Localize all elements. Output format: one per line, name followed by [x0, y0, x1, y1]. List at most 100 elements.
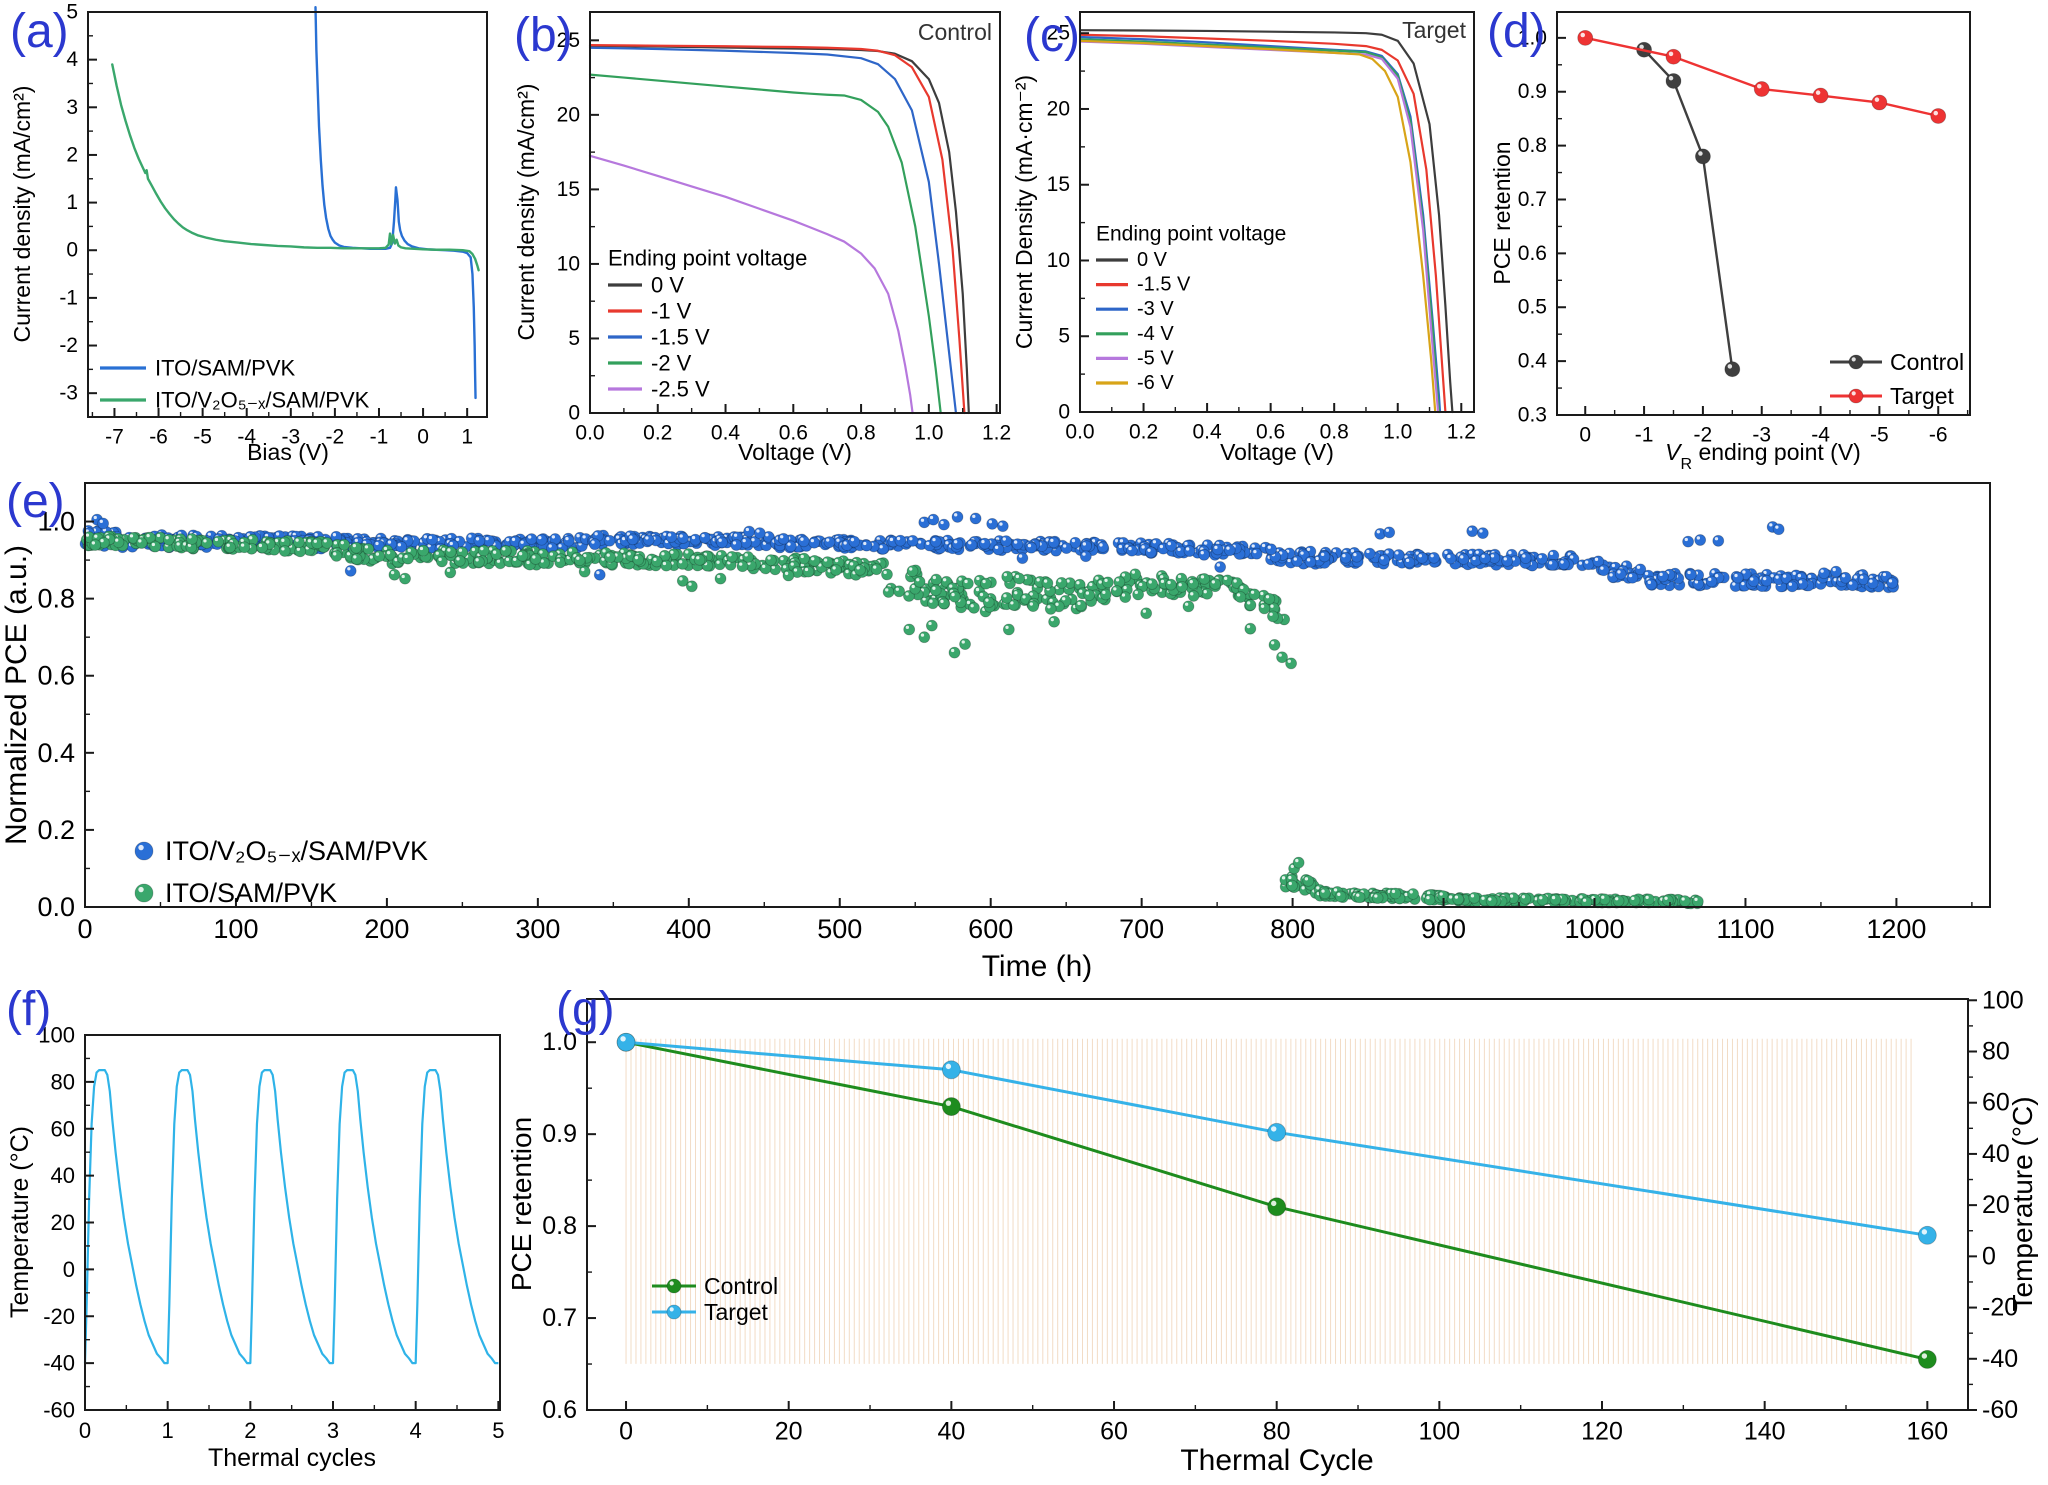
svg-text:Voltage (V): Voltage (V) — [738, 439, 852, 465]
svg-text:Target: Target — [704, 1299, 769, 1325]
panel-b-series — [588, 43, 970, 415]
svg-text:300: 300 — [515, 914, 560, 944]
svg-text:25: 25 — [557, 29, 580, 52]
svg-text:0.2: 0.2 — [37, 815, 75, 845]
svg-text:160: 160 — [1906, 1418, 1948, 1446]
series-ito-sam-pvk — [80, 530, 1704, 910]
svg-text:15: 15 — [1047, 173, 1070, 196]
series-temperature-cycle — [83, 1069, 499, 1365]
svg-text:VR ending point (V): VR ending point (V) — [1665, 439, 1861, 473]
svg-text:20: 20 — [51, 1210, 75, 1235]
series--1-5-v — [588, 46, 958, 415]
svg-text:1.0: 1.0 — [914, 421, 943, 444]
svg-text:60: 60 — [1982, 1089, 2010, 1117]
svg-text:-2: -2 — [326, 425, 345, 448]
svg-text:40: 40 — [51, 1163, 75, 1188]
svg-text:0.6: 0.6 — [37, 661, 75, 691]
svg-text:0.4: 0.4 — [37, 738, 75, 768]
svg-text:-7: -7 — [105, 425, 124, 448]
svg-text:800: 800 — [1270, 914, 1315, 944]
panel-label-a: (a) — [10, 5, 69, 58]
svg-text:-1: -1 — [59, 286, 78, 309]
svg-text:-20: -20 — [1982, 1294, 2018, 1322]
svg-text:10: 10 — [1047, 249, 1070, 272]
svg-text:60: 60 — [51, 1116, 75, 1141]
svg-text:-2 V: -2 V — [651, 351, 692, 376]
svg-text:5: 5 — [1058, 325, 1070, 348]
svg-text:1: 1 — [461, 425, 473, 448]
series--1-5-v — [1078, 33, 1447, 414]
svg-text:Normalized PCE (a.u.): Normalized PCE (a.u.) — [0, 545, 33, 845]
svg-text:-5 V: -5 V — [1137, 347, 1174, 369]
svg-text:ITO/SAM/PVK: ITO/SAM/PVK — [165, 878, 337, 908]
svg-text:400: 400 — [666, 914, 711, 944]
panel-e-series — [79, 511, 1900, 910]
svg-text:0.9: 0.9 — [1518, 80, 1547, 103]
svg-text:25: 25 — [1047, 22, 1070, 45]
svg-text:-1: -1 — [1635, 423, 1654, 446]
svg-text:-6: -6 — [1929, 423, 1948, 446]
svg-text:900: 900 — [1421, 914, 1466, 944]
svg-text:0.4: 0.4 — [1192, 420, 1222, 443]
svg-text:2: 2 — [244, 1418, 256, 1443]
svg-text:-4 V: -4 V — [1137, 323, 1174, 345]
svg-text:0.6: 0.6 — [1256, 420, 1285, 443]
svg-text:Thermal Cycle: Thermal Cycle — [1180, 1444, 1373, 1477]
svg-text:Current Density (mA·cm⁻²): Current Density (mA·cm⁻²) — [1011, 75, 1037, 349]
svg-text:100: 100 — [213, 914, 258, 944]
panel-label-b: (b) — [514, 9, 573, 62]
svg-text:-40: -40 — [43, 1351, 75, 1376]
svg-text:-1.5 V: -1.5 V — [1137, 274, 1191, 296]
svg-text:0: 0 — [66, 239, 78, 262]
svg-text:1.0: 1.0 — [37, 507, 75, 537]
svg-text:0 V: 0 V — [1137, 249, 1168, 271]
svg-text:-4: -4 — [1811, 423, 1830, 446]
svg-text:10: 10 — [557, 252, 580, 275]
panel-f-series — [83, 1069, 499, 1365]
svg-text:1.2: 1.2 — [982, 421, 1011, 444]
svg-text:100: 100 — [38, 1023, 75, 1048]
svg-text:Control: Control — [704, 1273, 778, 1299]
svg-text:-2: -2 — [1694, 423, 1713, 446]
svg-text:0.0: 0.0 — [575, 421, 604, 444]
svg-text:0.2: 0.2 — [643, 421, 672, 444]
svg-text:Control: Control — [1890, 349, 1964, 375]
svg-text:1: 1 — [162, 1418, 174, 1443]
svg-text:-3: -3 — [281, 425, 300, 448]
series--2-v — [588, 73, 942, 415]
svg-text:120: 120 — [1581, 1418, 1623, 1446]
svg-text:-3: -3 — [59, 382, 78, 405]
svg-text:0.4: 0.4 — [1518, 350, 1548, 373]
svg-text:ITO/SAM/PVK: ITO/SAM/PVK — [155, 356, 296, 381]
panel-c-legend: Ending point voltage 0 V -1.5 V-3 V -4 V-5 … — [1096, 223, 1286, 394]
panel-label-d: (d) — [1487, 5, 1546, 58]
svg-text:80: 80 — [51, 1069, 75, 1094]
svg-text:-1 V: -1 V — [651, 299, 692, 324]
svg-text:0.8: 0.8 — [1320, 420, 1349, 443]
panel-f: 0 1 2 3 4 5 Thermal cycles -60 -40 -20 0 20 40 60 80 10… — [6, 1023, 504, 1473]
svg-text:3: 3 — [327, 1418, 339, 1443]
series-ito-sam-pvk — [314, 6, 477, 400]
svg-text:4: 4 — [66, 48, 78, 71]
svg-text:0.6: 0.6 — [1518, 242, 1547, 265]
svg-text:-2: -2 — [59, 334, 78, 357]
panel-b: 0.0 0.2 0.4 0.6 0.8 1.0 1.2 Voltage (V) 0 5 10 15 20… — [513, 11, 1011, 465]
svg-text:100: 100 — [1982, 986, 2024, 1014]
series-thermal-cycling-background — [625, 1038, 1912, 1364]
svg-text:0: 0 — [568, 402, 580, 425]
svg-text:700: 700 — [1119, 914, 1164, 944]
panel-label-f: (f) — [6, 983, 52, 1036]
series-0-v — [588, 44, 970, 415]
svg-text:-4: -4 — [237, 425, 256, 448]
svg-text:4: 4 — [410, 1418, 422, 1443]
svg-text:Voltage (V): Voltage (V) — [1220, 439, 1334, 465]
svg-text:-1.5 V: -1.5 V — [651, 325, 710, 350]
panel-g-series — [616, 1032, 1937, 1369]
svg-text:0: 0 — [1982, 1242, 1996, 1270]
panel-e: 0 100 200 300 400 500 600 700 800 900 1000 1100 1200… — [0, 482, 1991, 983]
series-0-v — [1078, 29, 1454, 414]
series-control — [1636, 41, 1741, 378]
